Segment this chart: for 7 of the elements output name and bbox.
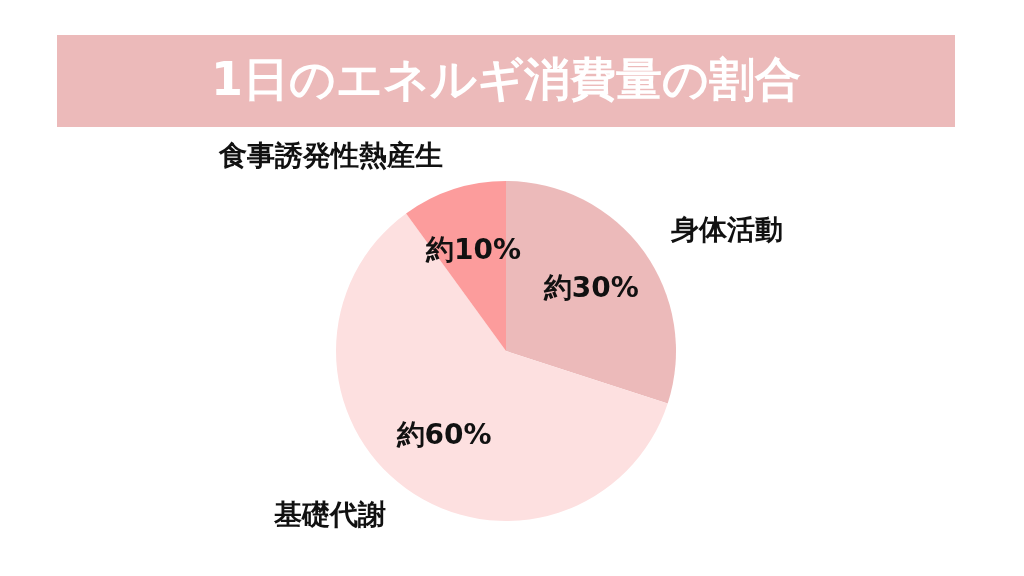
data-label: 約60% [395, 418, 492, 452]
slice-label: 身体活動 [670, 213, 784, 247]
slice-label: 基礎代謝 [273, 498, 387, 532]
chart-title: 1日のエネルギ消費量の割合 [210, 51, 802, 106]
data-label: 約10% [424, 232, 521, 266]
slice-label: 食事誘発性熱産生 [217, 138, 443, 172]
data-label: 約30% [542, 271, 639, 305]
